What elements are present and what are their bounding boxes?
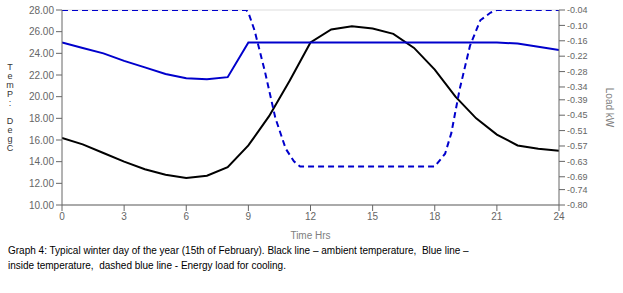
svg-text:-0.39: -0.39 [567,95,588,105]
svg-text:-0.10: -0.10 [567,21,588,31]
svg-text:-0.28: -0.28 [567,67,588,77]
svg-text:24.00: 24.00 [29,48,54,59]
svg-text:15: 15 [367,211,379,222]
svg-text:14.00: 14.00 [29,156,54,167]
svg-text:-0.16: -0.16 [567,36,588,46]
svg-text:12.00: 12.00 [29,178,54,189]
svg-text:12: 12 [305,211,317,222]
html-text:inside temperature, dashed blu: inside temperature, dashed blue line - E… [8,260,286,271]
svg-text:6: 6 [183,211,189,222]
svg-text:C: C [8,143,14,153]
svg-text:-0.80: -0.80 [567,200,588,210]
svg-text:-0.34: -0.34 [567,82,588,92]
svg-text:Time Hrs: Time Hrs [290,230,330,241]
svg-text:-0.57: -0.57 [567,141,588,151]
svg-text:18: 18 [429,211,441,222]
svg-text:20.00: 20.00 [29,91,54,102]
svg-text:-0.74: -0.74 [567,185,588,195]
svg-text:21: 21 [491,211,503,222]
svg-text:24: 24 [553,211,565,222]
svg-text:-0.69: -0.69 [567,172,588,182]
svg-text:-0.51: -0.51 [567,126,588,136]
svg-text:Load kW: Load kW [604,88,615,128]
svg-text:22.00: 22.00 [29,70,54,81]
svg-text:10.00: 10.00 [29,200,54,211]
svg-text:26.00: 26.00 [29,26,54,37]
svg-text:-0.22: -0.22 [567,51,588,61]
svg-text:28.00: 28.00 [29,5,54,16]
svg-text:9: 9 [246,211,252,222]
svg-text:3: 3 [121,211,127,222]
svg-text:18.00: 18.00 [29,113,54,124]
html-text:Graph 4: Typical winter day of: Graph 4: Typical winter day of the year … [8,245,469,256]
svg-text:-0.63: -0.63 [567,157,588,167]
svg-text::: : [9,98,12,108]
svg-text:0: 0 [59,211,65,222]
svg-text:-0.04: -0.04 [567,5,588,15]
svg-text:16.00: 16.00 [29,135,54,146]
svg-text:-0.45: -0.45 [567,110,588,120]
